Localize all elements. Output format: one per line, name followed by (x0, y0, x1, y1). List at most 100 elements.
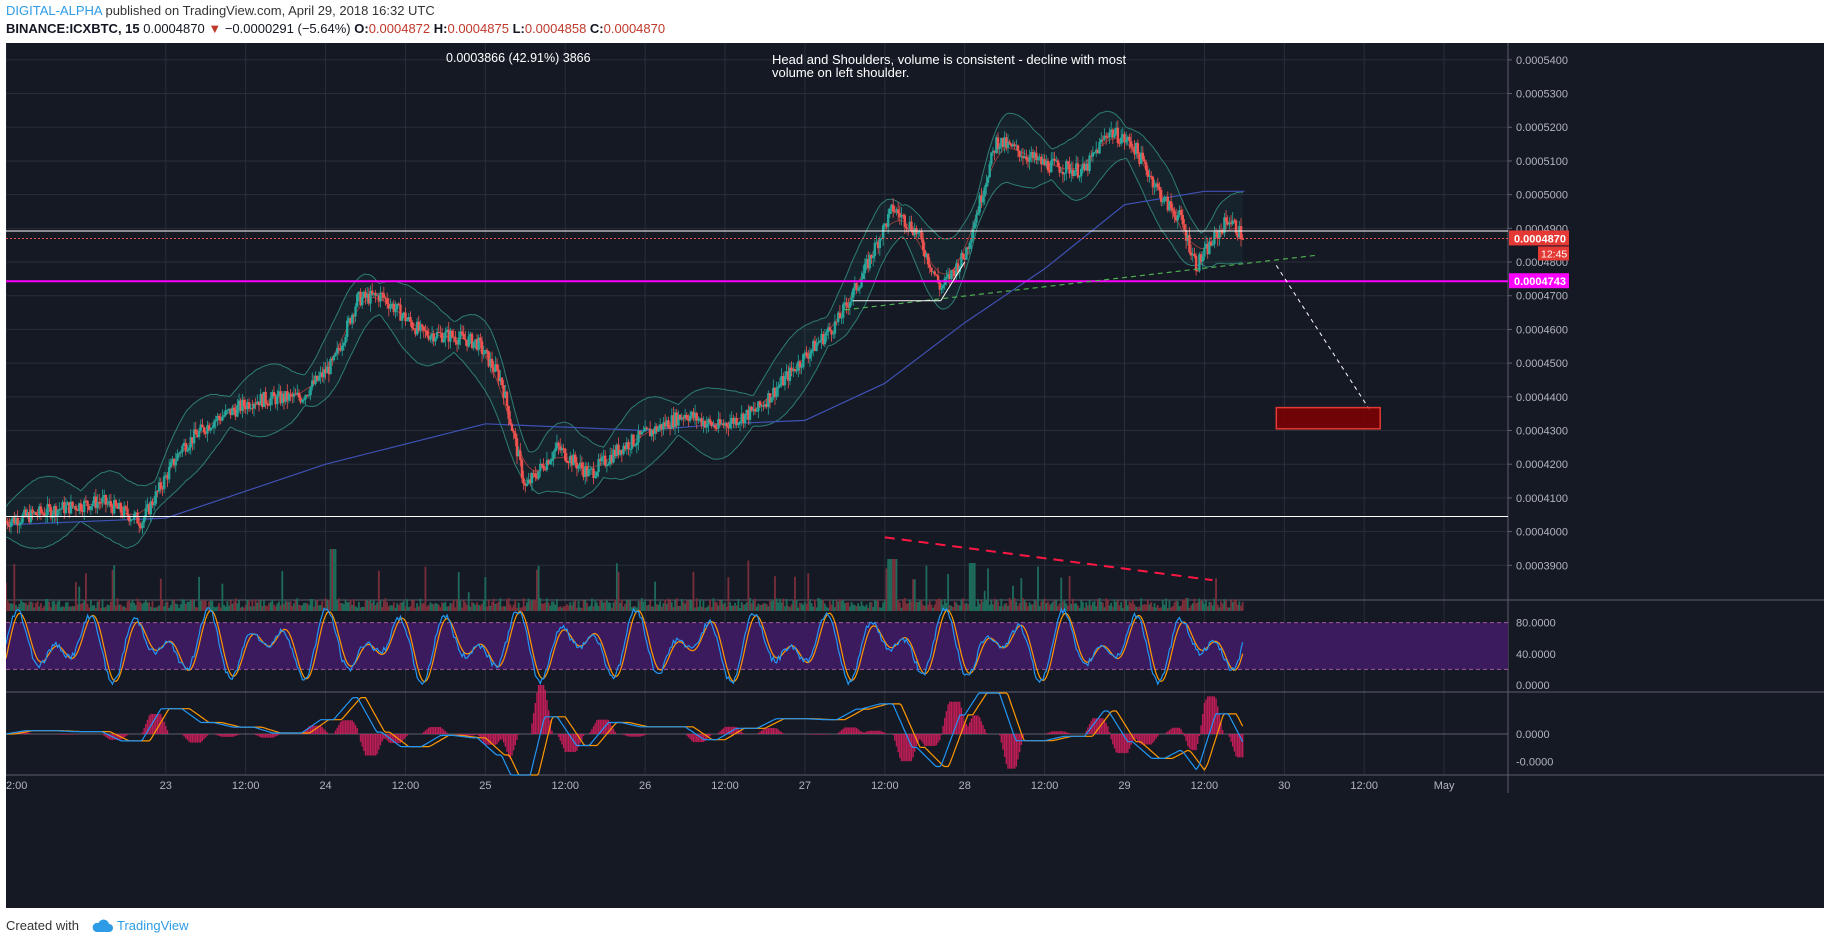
author-link[interactable]: DIGITAL-ALPHA (6, 3, 102, 18)
candle-body (1174, 216, 1178, 221)
candle-body (287, 393, 291, 401)
macd-histogram-bar (594, 723, 596, 734)
volume-bar (605, 600, 608, 611)
candle-body (807, 356, 810, 359)
volume-bar (830, 604, 833, 611)
candle-body (1133, 147, 1136, 155)
macd-histogram-bar (273, 734, 275, 738)
candle-body (850, 297, 853, 303)
candle-body (410, 321, 414, 329)
macd-histogram-bar (256, 734, 259, 736)
macd-histogram-bar (631, 734, 633, 737)
macd-histogram-bar (473, 734, 475, 736)
volume-bar (329, 549, 332, 611)
volume-bar (900, 607, 903, 611)
candle-body (1043, 159, 1046, 166)
volume-bar (777, 602, 780, 611)
macd-histogram-bar (511, 734, 513, 756)
candle-body (838, 312, 842, 319)
volume-bar (930, 604, 933, 611)
volume-bar (276, 603, 279, 611)
time-tick-label: 12:00 (551, 780, 579, 792)
price-tick-label: 0.0004600 (1516, 324, 1568, 336)
volume-bar (1000, 598, 1003, 611)
macd-histogram-bar (110, 734, 112, 740)
candle-body (642, 431, 645, 433)
candle-body (1109, 129, 1113, 133)
macd-histogram-bar (353, 722, 355, 734)
volume-bar (156, 606, 159, 611)
macd-histogram-bar (877, 730, 879, 734)
candle-body (860, 279, 863, 288)
candle-body (380, 292, 384, 294)
volume-bar (685, 600, 688, 611)
volume-bar (104, 606, 107, 611)
volume-bar (536, 569, 538, 611)
volume-bar (912, 579, 915, 611)
macd-histogram-bar (947, 704, 949, 734)
volume-bar (451, 603, 453, 611)
candle-body (127, 515, 131, 522)
candle-body (109, 501, 113, 507)
candle-body (480, 341, 484, 354)
volume-bar (131, 599, 134, 611)
price-tick-label: 0.0005000 (1516, 190, 1568, 202)
candle-body (9, 521, 13, 528)
volume-bar (855, 606, 858, 611)
volume-bar (441, 602, 443, 611)
volume-bar (1216, 604, 1219, 611)
candle-body (331, 358, 334, 361)
macd-histogram-bar (812, 734, 814, 735)
candle-body (797, 361, 800, 371)
volume-bar (794, 576, 796, 611)
candle-body (369, 290, 372, 304)
tradingview-link[interactable]: TradingView (91, 918, 189, 933)
volume-bar (1075, 603, 1078, 611)
candle-body (615, 444, 619, 457)
volume-bar (639, 600, 642, 611)
candle-body (752, 408, 755, 411)
candle-body (544, 469, 547, 471)
candle-body (124, 506, 128, 509)
candle-body (209, 428, 212, 431)
volume-bar (607, 602, 610, 611)
macd-histogram-bar (1053, 731, 1056, 734)
candle-body (985, 182, 988, 188)
candle-body (382, 293, 386, 298)
candle-body (557, 442, 560, 447)
macd-histogram-bar (895, 734, 898, 747)
volume-bar (6, 601, 9, 611)
volume-bar (735, 605, 738, 611)
candle-body (955, 263, 958, 277)
candle-body (698, 418, 702, 420)
price-chart[interactable]: 0.00054000.00053000.00052000.00051000.00… (6, 43, 1824, 908)
volume-bar (872, 607, 875, 611)
macd-histogram-bar (874, 730, 876, 734)
candle-body (935, 274, 938, 276)
volume-bar (860, 601, 863, 611)
candle-body (339, 349, 342, 351)
volume-bar (893, 559, 896, 611)
volume-bar (266, 606, 269, 611)
macd-histogram-bar (512, 734, 515, 751)
candle-body (1206, 243, 1209, 255)
volume-bar (1236, 604, 1239, 611)
candle-body (925, 253, 928, 257)
volume-bar (316, 599, 319, 611)
candle-body (507, 405, 510, 419)
candle-body (1098, 142, 1101, 154)
time-tick-label: 12:00 (1350, 780, 1378, 792)
macd-histogram-bar (491, 734, 493, 745)
candle-body (59, 508, 63, 510)
macd-histogram-bar (1190, 734, 1192, 750)
macd-histogram-bar (582, 734, 585, 736)
volume-bar (714, 601, 716, 611)
volume-bar (1052, 601, 1054, 611)
volume-bar (188, 601, 190, 611)
candlesticks (6, 120, 1244, 535)
candle-body (1226, 221, 1229, 225)
volume-bar (1073, 603, 1076, 611)
candle-body (341, 345, 344, 351)
macd-histogram-bar (694, 734, 696, 743)
volume-bar (1183, 599, 1186, 611)
